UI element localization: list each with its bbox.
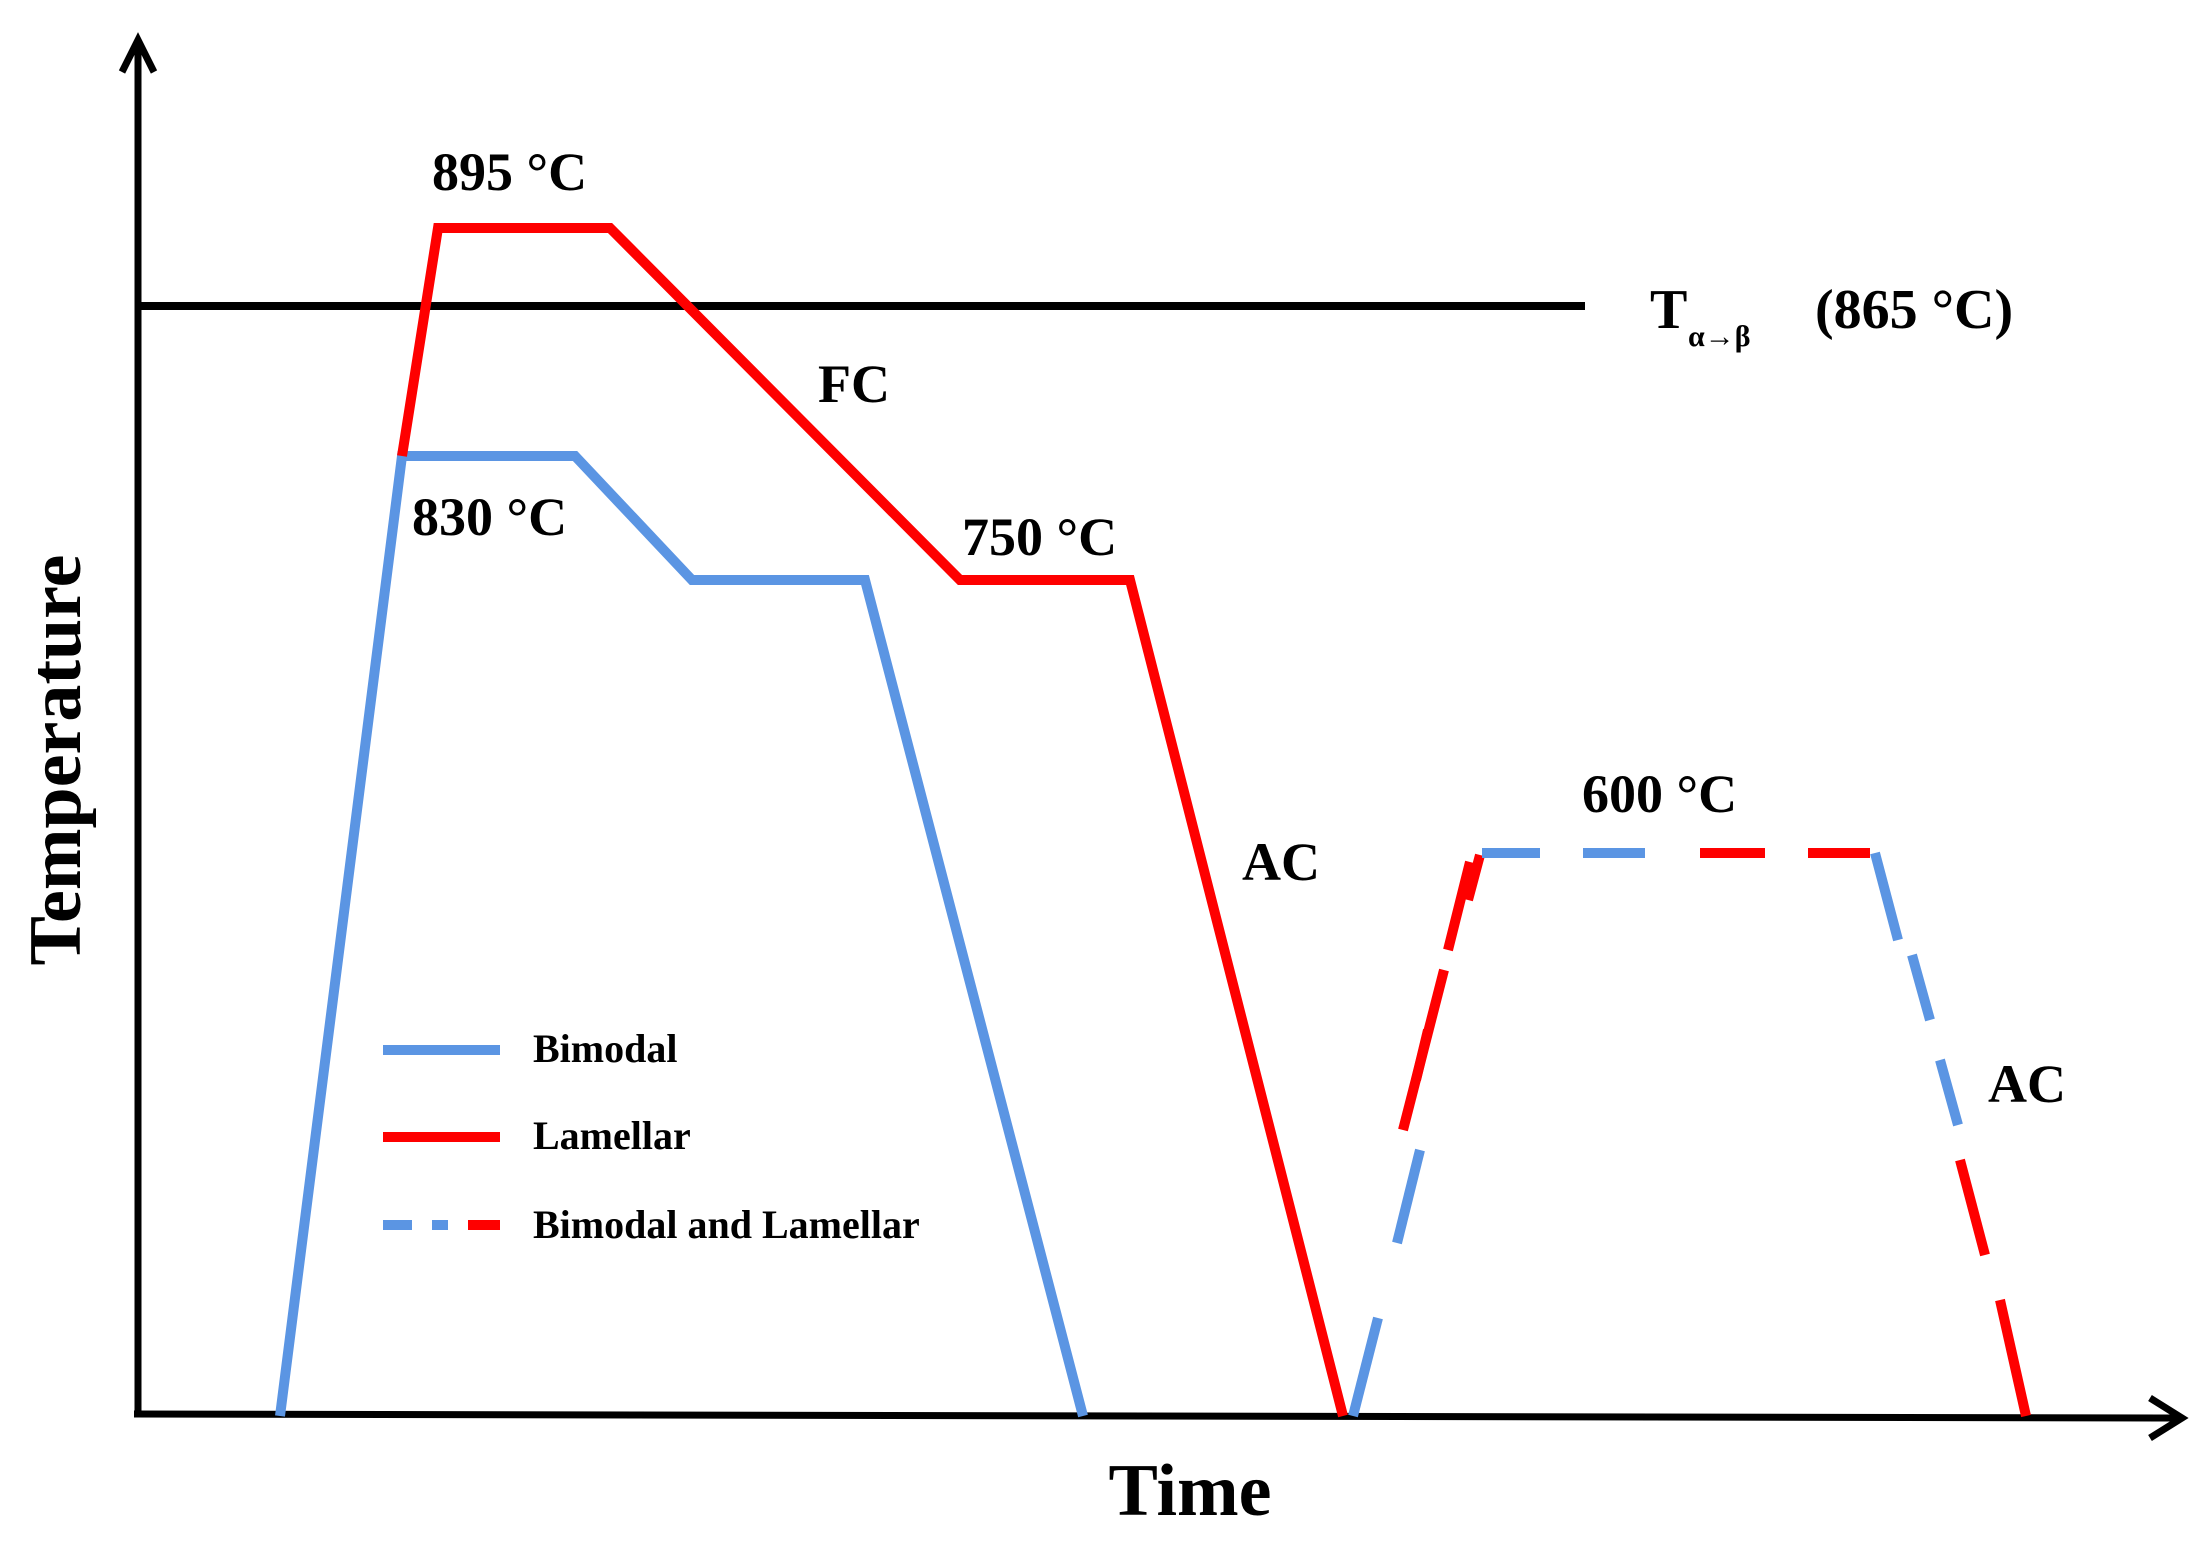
axes xyxy=(118,32,2189,1441)
aging-ramp-segment xyxy=(1411,1028,1433,1082)
label-750: 750 °C xyxy=(962,507,1117,567)
aging-cool-segment xyxy=(1907,953,1935,1022)
transus-symbol: T xyxy=(1650,279,1687,341)
label-ac-lamellar: AC xyxy=(1242,832,1320,892)
aging-ramp-segment xyxy=(1443,860,1475,952)
x-axis-line xyxy=(133,1410,2179,1422)
aging-ramp-segment xyxy=(1392,1148,1425,1245)
legend: Bimodal Lamellar Bimodal and Lamellar xyxy=(383,1026,920,1247)
label-895: 895 °C xyxy=(432,142,587,202)
label-fc: FC xyxy=(818,354,890,414)
label-830: 830 °C xyxy=(412,487,567,547)
transus-subscript: α→β xyxy=(1688,320,1751,353)
aging-ramp-segment xyxy=(1348,1316,1383,1418)
x-axis-arrowhead xyxy=(2148,1395,2189,1441)
bimodal-curve xyxy=(275,451,1088,1418)
aging-cool-segment xyxy=(1870,851,1903,942)
x-axis-label: Time xyxy=(1108,1450,1271,1532)
lamellar-curve xyxy=(397,223,1348,1418)
y-axis-label: Temperature xyxy=(15,554,97,965)
aging-ramp-segment xyxy=(1463,853,1485,902)
aging-cool-segment xyxy=(1935,1058,1963,1127)
beta-transus-label: T α→β (865 °C) xyxy=(1650,279,2013,353)
label-ac-aging: AC xyxy=(1988,1054,2066,1114)
aging-cool-segment xyxy=(1995,1298,2031,1418)
y-axis-arrowhead xyxy=(118,32,158,74)
aging-cool-segment xyxy=(1955,1158,1990,1257)
legend-label-bimodal-and-lamellar: Bimodal and Lamellar xyxy=(533,1202,920,1247)
bimodal-and-lamellar-curve xyxy=(1348,848,2031,1418)
label-600: 600 °C xyxy=(1582,764,1737,824)
legend-label-lamellar: Lamellar xyxy=(533,1113,691,1158)
legend-label-bimodal: Bimodal xyxy=(533,1026,677,1071)
transus-temperature: (865 °C) xyxy=(1815,279,2013,341)
